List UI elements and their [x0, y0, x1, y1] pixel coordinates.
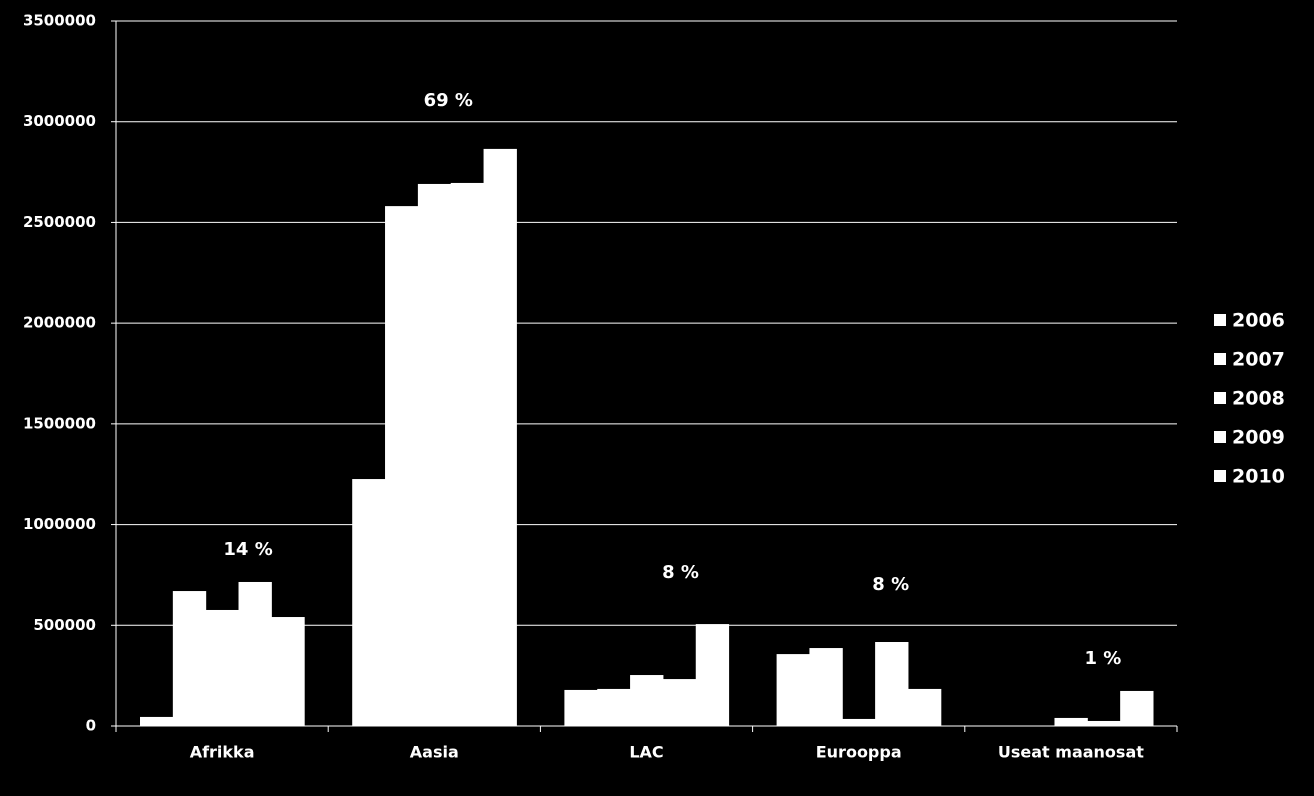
bar [1054, 717, 1088, 726]
bar [564, 689, 598, 726]
bar [1120, 690, 1154, 726]
bar [352, 479, 386, 726]
bar [695, 624, 730, 726]
y-tick-label: 1500000 [23, 414, 96, 432]
annotation: 8 % [662, 562, 699, 583]
legend-label: 2006 [1232, 310, 1285, 332]
bar [238, 581, 272, 726]
bar [630, 675, 664, 726]
bar [776, 654, 810, 726]
bar [271, 617, 305, 726]
y-tick-label: 2500000 [23, 213, 96, 231]
bar [597, 688, 631, 726]
bar [205, 609, 240, 726]
legend-label: 2010 [1232, 466, 1285, 488]
y-tick-label: 3000000 [23, 112, 96, 130]
legend-swatch [1214, 392, 1226, 404]
bar [417, 183, 452, 727]
bar [662, 679, 697, 726]
legend-label: 2008 [1232, 388, 1285, 410]
bar [385, 206, 419, 726]
annotation: 1 % [1084, 648, 1121, 669]
x-tick-label: Aasia [410, 743, 459, 762]
x-tick-label: LAC [629, 743, 663, 762]
x-tick-label: Eurooppa [816, 743, 902, 762]
annotation: 69 % [424, 90, 473, 111]
bar [172, 591, 207, 726]
legend-swatch [1214, 470, 1226, 482]
legend-swatch [1214, 353, 1226, 365]
bar [450, 182, 485, 726]
annotation: 14 % [223, 539, 272, 560]
y-tick-label: 500000 [33, 616, 96, 634]
x-tick-label: Afrikka [190, 743, 255, 762]
bar [907, 688, 942, 726]
legend-swatch [1214, 431, 1226, 443]
bar [483, 148, 517, 726]
bar [1087, 720, 1121, 726]
annotation: 8 % [872, 574, 909, 595]
y-tick-label: 2000000 [23, 314, 96, 332]
legend-swatch [1214, 314, 1226, 326]
y-tick-label: 1000000 [23, 515, 96, 533]
y-tick-label: 0 [86, 717, 96, 735]
bar [140, 716, 174, 726]
x-tick-label: Useat maanosat [998, 743, 1144, 762]
bar [842, 718, 876, 726]
legend-label: 2009 [1232, 427, 1285, 449]
bar [809, 648, 843, 726]
y-tick-label: 3500000 [23, 12, 96, 30]
legend-label: 2007 [1232, 349, 1285, 371]
bar [875, 642, 909, 726]
